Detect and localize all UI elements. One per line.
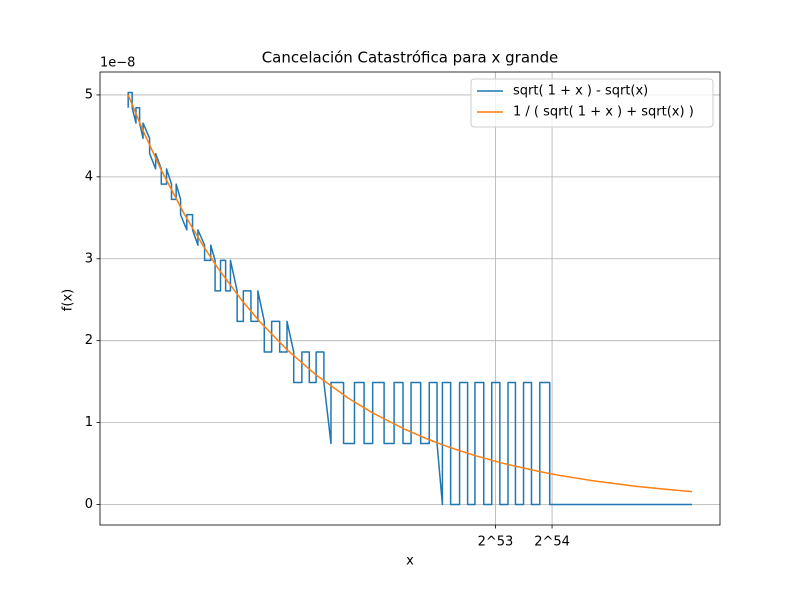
chart-title: Cancelación Catastrófica para x grande — [262, 49, 559, 67]
y-tick-label: 4 — [85, 169, 93, 184]
y-tick-label: 0 — [85, 497, 93, 512]
legend: sqrt( 1 + x ) - sqrt(x) 1 / ( sqrt( 1 + x… — [470, 78, 714, 128]
y-tick-label: 3 — [85, 251, 93, 266]
x-tick-label: 2^54 — [534, 535, 570, 550]
legend-label: 1 / ( sqrt( 1 + x ) + sqrt(x) ) — [513, 105, 694, 120]
y-tick-label: 5 — [85, 87, 93, 102]
y-tick-label: 2 — [85, 333, 93, 348]
data-line — [127, 91, 692, 506]
x-axis-label: x — [406, 554, 414, 569]
data-line — [127, 94, 693, 493]
y-offset-label: 1e−8 — [100, 56, 135, 71]
legend-label: sqrt( 1 + x ) - sqrt(x) — [513, 84, 648, 99]
plot-frame — [99, 71, 721, 526]
x-tick-label: 2^53 — [478, 535, 514, 550]
legend-box — [470, 78, 714, 128]
y-tick-label: 1 — [85, 415, 93, 430]
y-axis-label: f(x) — [61, 289, 76, 311]
